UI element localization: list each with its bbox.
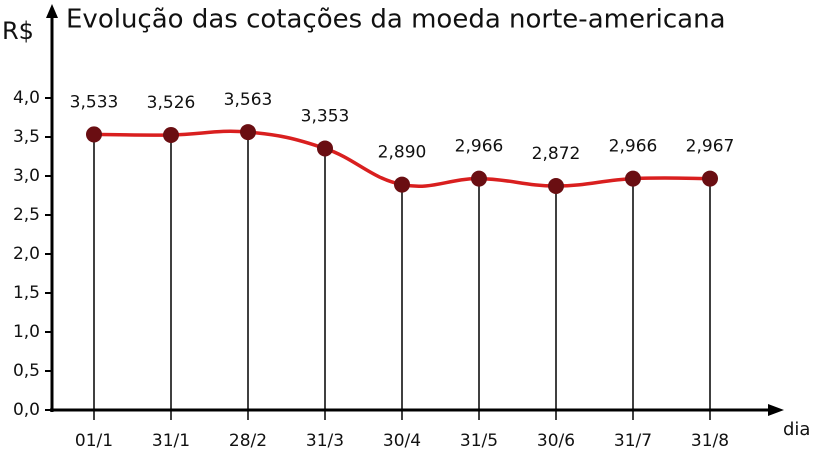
value-label: 3,533 — [70, 92, 119, 112]
value-label: 2,966 — [455, 137, 504, 157]
chart-title: Evolução das cotações da moeda norte-ame… — [66, 5, 726, 35]
x-tick-label: 01/1 — [75, 431, 113, 451]
marker — [625, 170, 641, 187]
y-tick-label: 1,5 — [13, 283, 40, 303]
marker — [163, 126, 179, 143]
marker — [471, 170, 487, 187]
x-tick-label: 31/7 — [614, 431, 652, 451]
marker — [394, 176, 410, 193]
x-tick-label: 31/8 — [691, 431, 729, 451]
value-label: 2,967 — [686, 137, 735, 157]
x-axis-arrow — [768, 404, 784, 416]
value-label: 2,890 — [378, 143, 427, 163]
y-axis-label: R$ — [2, 17, 34, 45]
y-tick-label: 3,5 — [13, 127, 40, 147]
x-tick-label: 31/3 — [306, 431, 344, 451]
x-tick-label: 30/4 — [383, 431, 421, 451]
value-label: 3,353 — [301, 106, 350, 126]
marker — [317, 140, 333, 157]
x-tick-label: 28/2 — [229, 431, 267, 451]
value-label: 3,563 — [224, 90, 273, 110]
y-tick-label: 2,0 — [13, 244, 40, 264]
marker — [702, 170, 718, 187]
x-axis-label: dia — [783, 419, 810, 440]
y-tick-label: 4,0 — [13, 88, 40, 108]
x-tick-label: 31/5 — [460, 431, 498, 451]
y-tick-label: 0,5 — [13, 361, 40, 381]
x-tick-label: 30/6 — [537, 431, 575, 451]
y-tick-label: 1,0 — [13, 322, 40, 342]
value-label: 3,526 — [147, 93, 196, 113]
marker — [240, 124, 256, 141]
value-label: 2,872 — [532, 144, 581, 164]
y-axis-arrow — [46, 4, 58, 18]
y-tick-label: 2,5 — [13, 205, 40, 225]
value-label: 2,966 — [609, 137, 658, 157]
marker — [86, 126, 102, 143]
x-tick-label: 31/1 — [152, 431, 190, 451]
marker — [548, 177, 564, 194]
y-tick-label: 0,0 — [13, 400, 40, 420]
y-tick-label: 3,0 — [13, 166, 40, 186]
